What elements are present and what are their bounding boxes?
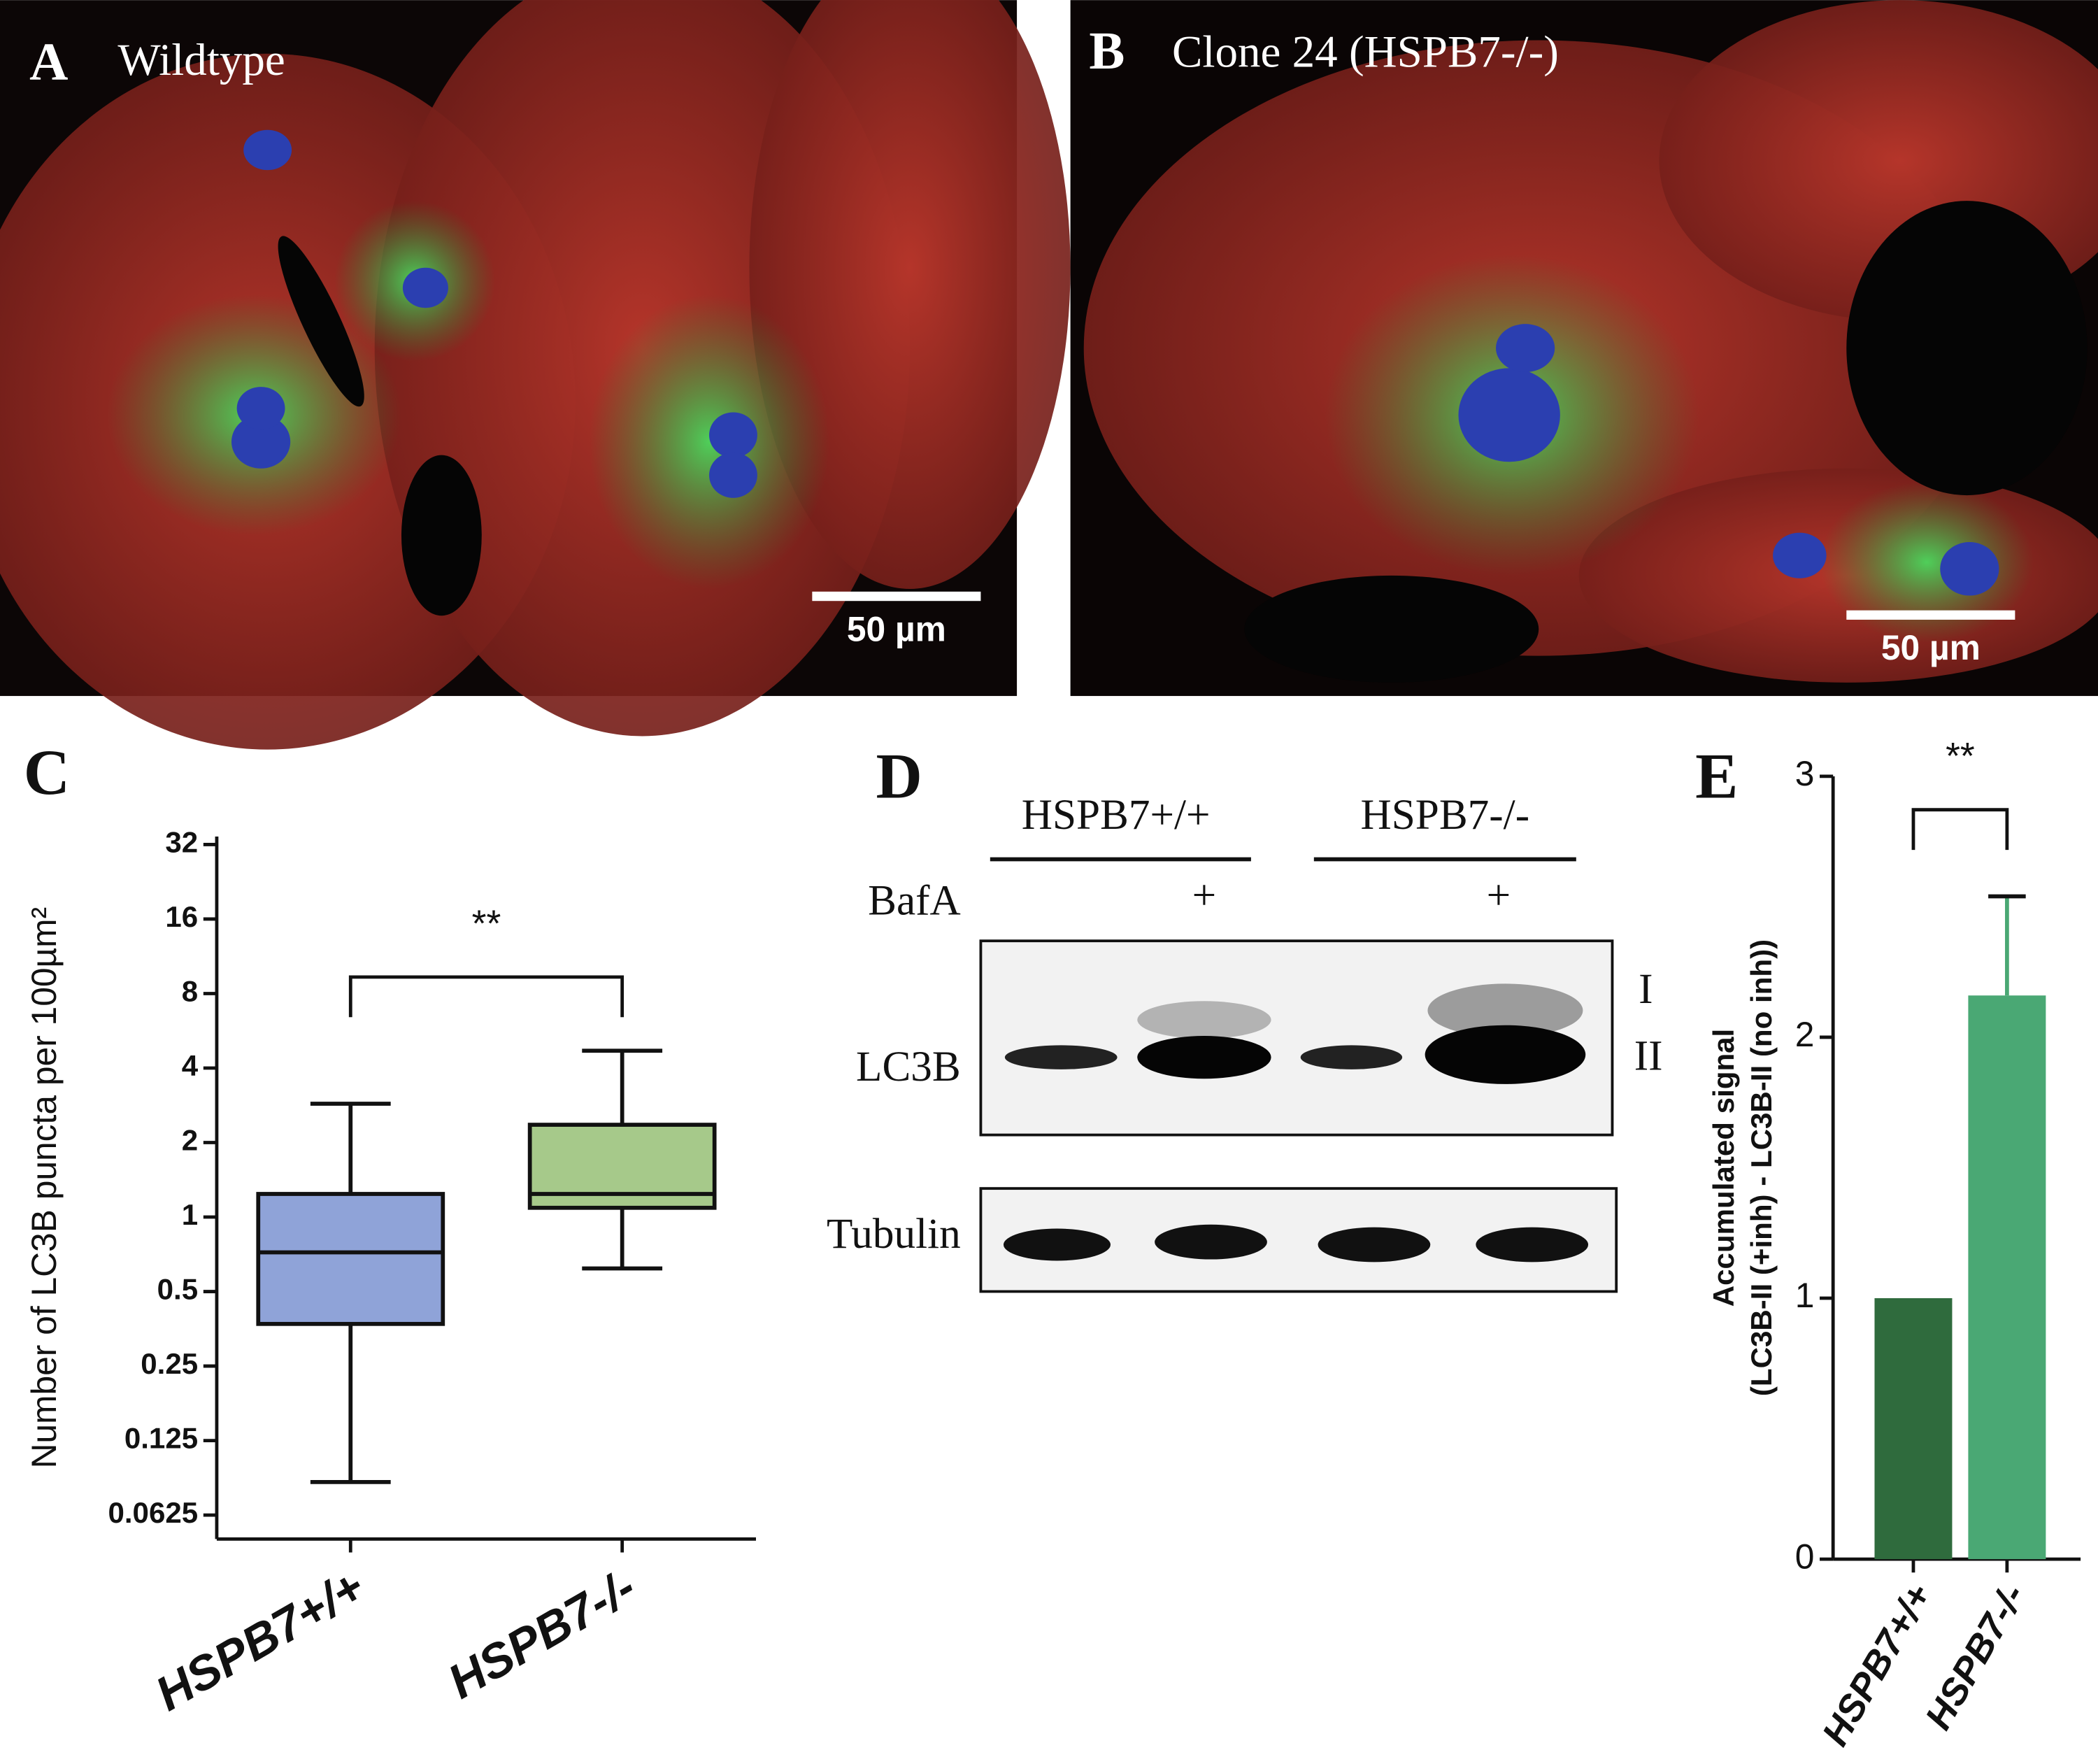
band-label: II	[1634, 1032, 1663, 1080]
x-tick-label: HSPB7+/+	[147, 1559, 373, 1721]
scale-bar-label: 50 µm	[847, 609, 946, 648]
panel-letter: A	[29, 31, 68, 91]
significance-bracket	[348, 975, 625, 1018]
group-label: HSPB7-/-	[1361, 791, 1530, 839]
blot-lc3b	[979, 939, 1614, 1137]
panel-letter: B	[1089, 21, 1125, 80]
y-tick-label: 2	[1795, 1015, 1815, 1054]
panel-letter: E	[1695, 740, 1738, 811]
y-tick-label: 0.0625	[108, 1496, 198, 1529]
significance-bracket	[1911, 808, 2009, 851]
treatment-label: BafA	[868, 877, 961, 925]
y-axis-label: (LC3B-II (+inh) - LC3B-II (no inh))	[1745, 939, 1778, 1396]
panel-title: Wildtype	[117, 35, 285, 85]
y-tick-label: 1	[182, 1198, 198, 1231]
treatment-mark: +	[1192, 872, 1217, 919]
micrograph-a	[0, 0, 1071, 750]
y-tick-label: 1	[1795, 1276, 1815, 1315]
y-tick-label: 0.25	[141, 1347, 198, 1380]
scale-bar-label: 50 µm	[1881, 628, 1981, 667]
blot-tubulin	[979, 1187, 1618, 1293]
panel-title: Clone 24 (HSPB7-/-)	[1172, 27, 1559, 77]
y-axis-label: Accumulated signal	[1707, 1029, 1740, 1307]
bar	[1968, 995, 2046, 1560]
y-tick-label: 4	[182, 1049, 199, 1082]
micrograph-b	[1070, 0, 2098, 697]
blot-label: Tubulin	[827, 1210, 961, 1258]
panel-letter: D	[876, 740, 922, 811]
y-tick-label: 3	[1795, 754, 1815, 793]
y-tick-label: 2	[182, 1124, 198, 1157]
y-tick-label: 16	[165, 900, 198, 933]
significance-label: **	[472, 903, 501, 944]
group-label: HSPB7+/+	[1022, 791, 1211, 839]
y-tick-label: 0.125	[124, 1422, 198, 1455]
blot-label: LC3B	[856, 1043, 961, 1090]
y-tick-label: 32	[165, 826, 198, 859]
y-tick-label: 0	[1795, 1537, 1815, 1576]
bar	[1874, 1298, 1953, 1560]
x-tick-label: HSPB7+/+	[1815, 1577, 1940, 1753]
x-tick-label: HSPB7-/-	[439, 1559, 645, 1709]
treatment-mark: +	[1487, 872, 1511, 919]
y-tick-label: 0.5	[157, 1273, 199, 1306]
band-label: I	[1639, 965, 1653, 1013]
significance-label: **	[1946, 736, 1975, 777]
box	[256, 1192, 445, 1326]
y-axis-label: Number of LC3B puncta per 100µm²	[24, 907, 64, 1469]
panel-letter: C	[24, 737, 70, 808]
y-tick-label: 8	[182, 975, 198, 1008]
